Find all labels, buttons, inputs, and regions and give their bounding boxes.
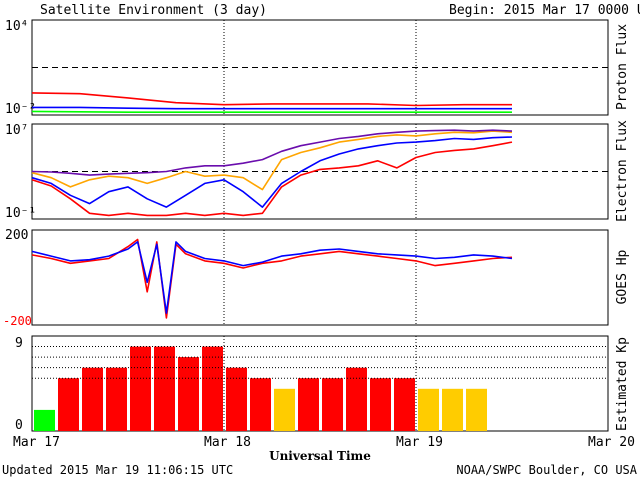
electron-frame — [31, 123, 609, 220]
begin-time: Begin: 2015 Mar 17 0000 UTC — [449, 3, 640, 18]
kp-bar-14 — [370, 378, 391, 431]
electron-ytick-bottom: 10⁻¹ — [5, 206, 36, 221]
hp-ytick-top: 200 — [5, 228, 28, 243]
kp-bar-17 — [442, 388, 463, 431]
kp-bar-12 — [322, 378, 343, 431]
electron-ytick-top: 10⁷ — [5, 123, 28, 138]
proton-ylabel: Proton Flux — [615, 24, 630, 110]
kp-ytick-bottom: 0 — [15, 418, 23, 433]
kp-bar-9 — [250, 378, 271, 431]
kp-bar-5 — [154, 346, 175, 431]
kp-ylabel: Estimated Kp — [615, 337, 630, 431]
proton-ytick-bottom: 10⁻² — [5, 102, 36, 117]
kp-bar-4 — [130, 346, 151, 431]
proton-series-0 — [31, 92, 512, 107]
credit: NOAA/SWPC Boulder, CO USA — [456, 463, 637, 477]
kp-bar-16 — [418, 388, 439, 431]
chart-marks — [31, 20, 608, 431]
kp-bar-1 — [58, 378, 79, 431]
kp-bar-8 — [226, 367, 247, 431]
electron-series-0 — [31, 130, 513, 191]
kp-bar-11 — [298, 378, 319, 431]
goes_hp-series-0 — [31, 238, 513, 319]
kp-bar-15 — [394, 378, 415, 431]
kp-ytick-top: 9 — [15, 336, 23, 351]
kp-bar-0 — [34, 409, 55, 431]
estimated-kp-panel: 9 0 Estimated Kp — [15, 335, 630, 433]
hp-ylabel: GOES Hp — [615, 249, 630, 304]
kp-bar-3 — [106, 367, 127, 431]
electron-series-3 — [31, 141, 513, 217]
kp-bar-10 — [274, 388, 295, 431]
goes-hp-panel: 200 -200 GOES Hp — [3, 228, 630, 328]
xtick-mar17: Mar 17 — [13, 435, 60, 450]
proton-series-2 — [31, 110, 512, 113]
xaxis-label: Universal Time — [269, 449, 371, 463]
proton-flux-panel: 10⁴ 10⁻² Proton Flux — [5, 19, 630, 117]
xtick-mar20: Mar 20 — [588, 435, 635, 450]
electron-series-1 — [31, 129, 513, 176]
proton-frame — [31, 19, 609, 116]
updated-time: Updated 2015 Mar 19 11:06:15 UTC — [2, 463, 233, 477]
kp-bar-13 — [346, 367, 367, 431]
kp-bar-18 — [466, 388, 487, 431]
electron-ylabel: Electron Flux — [615, 120, 630, 222]
kp-frame — [31, 335, 609, 432]
goes_hp-series-1 — [31, 241, 513, 314]
kp-bar-7 — [202, 346, 223, 431]
hp-ytick-bottom: -200 — [3, 314, 32, 328]
proton-series-1 — [32, 106, 512, 110]
xtick-mar18: Mar 18 — [204, 435, 251, 450]
proton-ytick-top: 10⁴ — [5, 19, 28, 34]
hp-frame — [31, 229, 609, 326]
plot-title: Satellite Environment (3 day) — [40, 3, 267, 18]
kp-bar-6 — [178, 357, 199, 431]
electron-series-2 — [31, 136, 513, 208]
kp-bar-2 — [82, 367, 103, 431]
xtick-mar19: Mar 19 — [396, 435, 443, 450]
